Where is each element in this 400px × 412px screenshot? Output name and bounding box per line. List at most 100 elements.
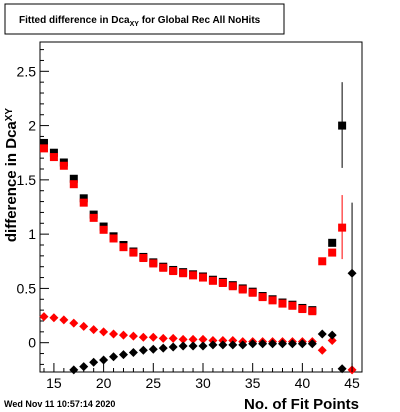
- data-point: [277, 339, 287, 349]
- data-point: [338, 121, 347, 130]
- data-point: [188, 334, 198, 344]
- data-point: [99, 225, 108, 234]
- data-point: [148, 344, 158, 354]
- data-point: [178, 341, 188, 351]
- data-point: [228, 282, 237, 291]
- data-point: [158, 343, 168, 353]
- data-point: [169, 267, 178, 276]
- data-point: [327, 330, 337, 340]
- data-point: [69, 365, 79, 375]
- data-point: [79, 198, 88, 207]
- data-point: [128, 347, 138, 357]
- data-point: [158, 333, 168, 343]
- data-point: [109, 352, 119, 362]
- data-point: [298, 305, 307, 314]
- series-1: [39, 144, 347, 316]
- data-point: [99, 355, 109, 365]
- data-point: [69, 180, 78, 189]
- series-3: [69, 202, 357, 375]
- data-point: [189, 271, 198, 280]
- data-point: [297, 339, 307, 349]
- data-point: [129, 248, 138, 257]
- data-point: [39, 144, 48, 153]
- data-point: [119, 243, 128, 252]
- data-point: [69, 318, 79, 328]
- data-point: [258, 339, 268, 349]
- data-point: [198, 273, 207, 282]
- data-point: [39, 138, 48, 147]
- x-tick-label: 20: [96, 375, 112, 391]
- data-point: [347, 268, 357, 278]
- data-point: [317, 345, 327, 355]
- tick-labels: 15 20 25 30 35 40 45 0 0.5 1 1.5 2 2.5: [17, 63, 361, 391]
- x-tick-label: 45: [344, 375, 360, 391]
- data-point: [49, 313, 59, 323]
- data-point: [109, 234, 118, 243]
- data-point: [208, 276, 217, 285]
- data-point: [159, 263, 168, 272]
- data-point: [168, 333, 178, 343]
- data-point: [168, 342, 178, 352]
- data-point: [337, 364, 347, 374]
- data-marks: [39, 82, 357, 375]
- data-point: [89, 325, 99, 335]
- data-point: [109, 329, 119, 339]
- data-point: [218, 340, 228, 350]
- data-point: [118, 330, 128, 340]
- data-point: [59, 161, 68, 170]
- timestamp: Wed Nov 11 10:57:14 2020: [4, 399, 115, 409]
- data-point: [188, 341, 198, 351]
- data-point: [69, 174, 78, 183]
- data-point: [248, 339, 258, 349]
- data-point: [248, 288, 257, 297]
- data-point: [307, 339, 317, 349]
- y-tick-label: 1.5: [17, 172, 37, 188]
- data-point: [308, 307, 317, 316]
- y-tick-label: 1: [28, 226, 36, 242]
- data-point: [287, 339, 297, 349]
- data-point: [238, 340, 248, 350]
- data-point: [268, 339, 278, 349]
- data-point: [179, 269, 188, 278]
- data-point: [49, 153, 58, 162]
- data-point: [139, 254, 148, 263]
- data-point: [218, 278, 227, 287]
- y-tick-label: 0: [28, 335, 36, 351]
- x-tick-label: 40: [295, 375, 311, 391]
- data-point: [79, 194, 88, 203]
- x-tick-label: 15: [46, 375, 62, 391]
- data-point: [198, 334, 208, 344]
- data-point: [328, 248, 337, 257]
- data-point: [128, 331, 138, 341]
- data-point: [238, 285, 247, 294]
- data-point: [258, 293, 267, 302]
- data-point: [198, 341, 208, 351]
- axis-ticks: [40, 49, 363, 372]
- data-point: [99, 327, 109, 337]
- data-point: [138, 332, 148, 342]
- data-point: [89, 213, 98, 222]
- data-point: [338, 223, 347, 232]
- data-point: [178, 334, 188, 344]
- data-point: [327, 336, 337, 346]
- plot-frame: [39, 41, 363, 373]
- y-tick-label: 2: [28, 118, 36, 134]
- data-point: [89, 357, 99, 367]
- data-point: [49, 148, 58, 157]
- data-point: [268, 296, 277, 305]
- data-point: [278, 299, 287, 308]
- x-tick-label: 25: [146, 375, 162, 391]
- data-point: [118, 350, 128, 360]
- data-point: [59, 315, 69, 325]
- y-tick-label: 0.5: [17, 280, 37, 296]
- chart-title: Fitted difference in DcaXY for Global Re…: [19, 15, 261, 28]
- data-point: [328, 238, 337, 247]
- x-axis-title: No. of Fit Points: [244, 396, 359, 412]
- x-tick-label: 30: [195, 375, 211, 391]
- y-axis-title: difference in DcaXY: [3, 108, 20, 243]
- data-point: [148, 332, 158, 342]
- data-point: [228, 340, 238, 350]
- data-point: [138, 345, 148, 355]
